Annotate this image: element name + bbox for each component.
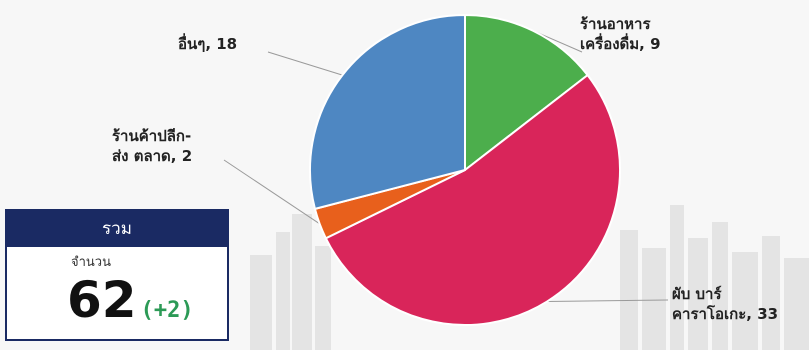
total-header: รวม — [7, 211, 227, 247]
slice-label-retail-market: ร้านค้าปลีก- ส่ง ตลาด, 2 — [112, 127, 193, 165]
total-value: 62 — [67, 271, 137, 329]
pie-slice-pub-bar-karaoke — [324, 73, 621, 326]
slice-label-pub-bar-karaoke: ผับ บาร์ คาราโอเกะ, 33 — [672, 285, 779, 323]
total-line: 62 (+2) — [67, 271, 227, 341]
pie-slices — [309, 13, 621, 326]
pie-slice-others — [309, 13, 466, 211]
pie-slice-food-drink — [464, 13, 589, 173]
slice-label-others: อื่นๆ, 18 — [178, 35, 238, 53]
total-sub-label: จำนวน — [71, 255, 111, 270]
slice-label-food-drink: ร้านอาหาร เครื่องดื่ม, 9 — [580, 15, 661, 53]
total-change: (+2) — [140, 298, 194, 323]
leader-line-pub-bar-karaoke — [546, 299, 669, 303]
leader-line-others — [267, 51, 343, 76]
leader-line-retail-market — [223, 159, 320, 225]
total-summary-box: รวม จำนวน 62 (+2) — [5, 209, 229, 341]
